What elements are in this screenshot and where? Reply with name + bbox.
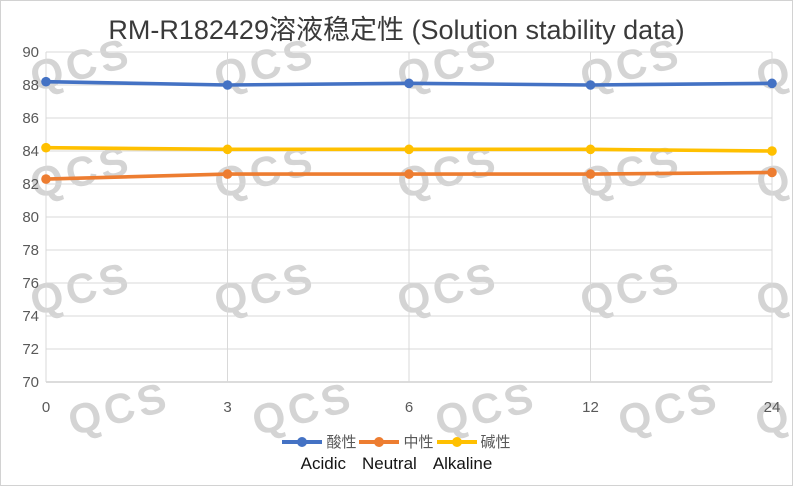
data-point-alkaline: [222, 144, 233, 155]
y-tick-label: 76: [22, 275, 39, 292]
data-point-neutral: [41, 174, 51, 184]
legend-label-english: Neutral: [362, 454, 417, 473]
legend-marker-icon: [359, 436, 400, 447]
legend-english-labels: Acidic Neutral Alkaline: [1, 454, 792, 474]
data-point-neutral: [222, 169, 233, 179]
data-point-acidic: [404, 78, 414, 89]
legend-label: 碱性: [480, 434, 511, 451]
data-point-neutral: [767, 167, 777, 178]
y-tick-label: 82: [22, 176, 39, 193]
data-point-alkaline: [41, 142, 51, 153]
legend-marker-icon: [282, 436, 323, 447]
data-point-acidic: [222, 80, 233, 90]
y-tick-label: 78: [22, 242, 39, 259]
data-point-acidic: [767, 78, 777, 89]
legend-item-alkaline: 碱性: [436, 431, 511, 452]
legend-item-neutral: 中性: [359, 431, 434, 452]
data-point-alkaline: [585, 144, 596, 155]
x-tick-label: 24: [764, 399, 781, 416]
data-point-alkaline: [767, 146, 777, 156]
legend-label: 酸性: [326, 434, 357, 451]
data-point-alkaline: [404, 144, 414, 155]
y-tick-label: 72: [22, 341, 39, 358]
y-tick-label: 88: [22, 77, 39, 94]
data-point-acidic: [41, 76, 51, 87]
legend-item-acidic: 酸性: [282, 431, 356, 452]
data-point-neutral: [585, 169, 596, 179]
x-tick-label: 3: [223, 399, 231, 416]
data-point-neutral: [404, 169, 414, 179]
y-tick-label: 86: [22, 110, 39, 127]
x-tick-label: 6: [405, 399, 413, 416]
x-tick-label: 12: [582, 399, 599, 416]
legend-marker-icon: [436, 436, 477, 447]
y-tick-label: 70: [22, 374, 39, 391]
x-tick-label: 0: [42, 399, 50, 416]
chart-title: RM-R182429溶液稳定性 (Solution stability data…: [108, 15, 685, 45]
y-tick-label: 84: [22, 143, 39, 160]
data-point-acidic: [585, 80, 596, 90]
legend-label-english: Alkaline: [432, 454, 493, 473]
y-tick-label: 90: [22, 44, 39, 61]
y-tick-label: 74: [22, 308, 39, 325]
y-tick-label: 80: [22, 209, 39, 226]
legend-label-english: Acidic: [300, 454, 346, 473]
legend-label: 中性: [403, 434, 434, 451]
legend: 酸性 中性 碱性: [1, 431, 792, 452]
